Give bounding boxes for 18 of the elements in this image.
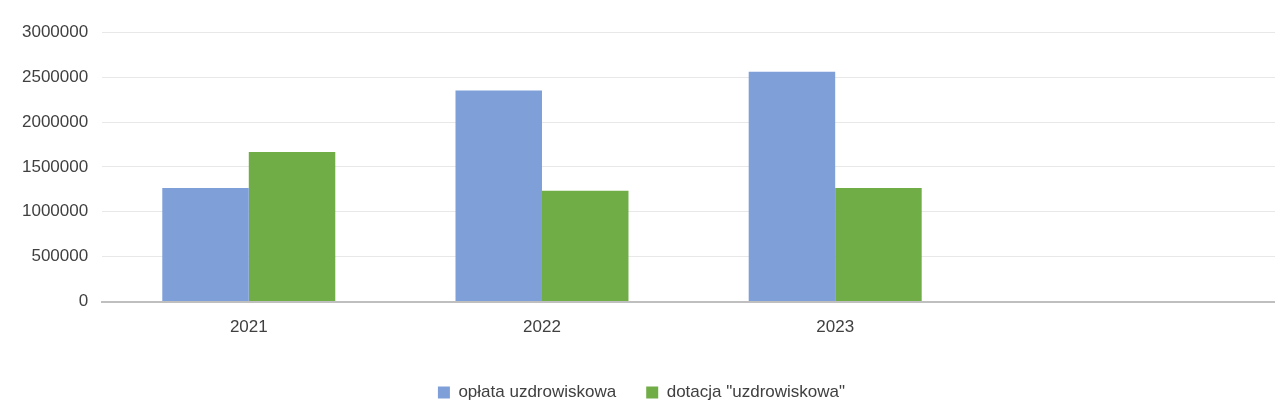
- x-tick-label: 2022: [523, 317, 561, 337]
- y-tick-label: 2500000: [21, 66, 89, 86]
- legend-label: dotacja "uzdrowiskowa": [666, 382, 846, 402]
- bar: [455, 90, 542, 302]
- y-tick-label: 1500000: [21, 156, 89, 176]
- y-tick-label: 500000: [31, 246, 89, 266]
- y-tick-label: 1000000: [21, 201, 89, 221]
- bar: [835, 188, 922, 302]
- x-tick-label: 2023: [816, 317, 855, 337]
- y-tick-label: 2000000: [21, 111, 89, 131]
- bar: [248, 152, 336, 302]
- bar: [541, 190, 629, 302]
- bar: [748, 71, 836, 302]
- y-tick-label: 3000000: [21, 21, 89, 41]
- x-tick-label: 2021: [229, 317, 268, 337]
- bar: [162, 188, 249, 302]
- y-tick-label: 0: [78, 291, 89, 311]
- legend-label: opłata uzdrowiskowa: [458, 382, 617, 402]
